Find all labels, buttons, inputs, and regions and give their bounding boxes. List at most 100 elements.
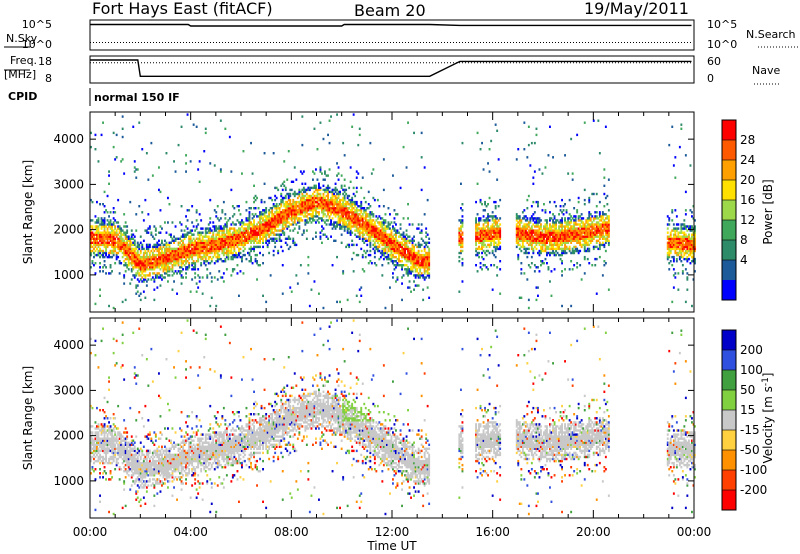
power-cell <box>420 257 423 261</box>
power-cell <box>198 233 201 236</box>
power-cell <box>274 219 277 222</box>
power-cell <box>204 257 207 261</box>
power-cell <box>185 225 187 228</box>
power-cell <box>313 198 316 202</box>
power-cell <box>304 198 307 202</box>
power-cell <box>207 262 210 265</box>
power-cell <box>526 217 529 220</box>
power-cell <box>588 231 591 234</box>
power-cell <box>117 239 120 242</box>
power-cell <box>305 209 308 212</box>
power-cell <box>284 194 287 198</box>
power-cell <box>363 227 366 230</box>
power-cell <box>552 237 554 240</box>
power-cell <box>108 253 110 257</box>
power-cell <box>373 237 376 240</box>
power-cell <box>530 247 533 251</box>
power-cell <box>527 225 530 228</box>
power-cell <box>520 272 523 275</box>
power-cell <box>248 219 251 222</box>
power-cell <box>256 223 258 226</box>
power-cell <box>247 241 249 244</box>
power-cell <box>200 255 203 259</box>
power-cell <box>478 233 480 236</box>
power-cell <box>428 241 431 244</box>
power-cell <box>390 249 393 253</box>
power-cell <box>281 223 284 226</box>
power-cell <box>591 231 594 234</box>
power-cell <box>191 249 194 253</box>
power-cell <box>349 203 352 206</box>
power-cell <box>327 190 329 194</box>
power-cell <box>565 235 568 238</box>
power-cell <box>487 227 489 230</box>
power-cell <box>124 264 127 267</box>
power-cell <box>96 243 98 247</box>
power-cell <box>601 223 604 226</box>
power-cell <box>384 247 387 251</box>
power-cell <box>145 266 148 269</box>
power-cell <box>115 133 118 137</box>
power-cell <box>210 243 213 247</box>
power-cell <box>378 233 381 236</box>
power-cell <box>595 245 598 249</box>
power-cell <box>570 227 573 230</box>
power-cell <box>290 223 293 226</box>
power-cell <box>348 186 351 190</box>
power-cell <box>339 223 341 226</box>
power-cell <box>305 229 308 232</box>
power-cell <box>402 145 405 149</box>
power-cell <box>328 207 331 210</box>
power-cell <box>567 239 570 242</box>
power-cell <box>527 231 530 234</box>
power-cell <box>405 233 408 236</box>
power-cell <box>153 225 156 228</box>
power-cell <box>272 249 275 253</box>
power-cell <box>488 215 491 218</box>
power-cell <box>417 241 420 244</box>
power-cell <box>367 221 370 224</box>
power-cell <box>475 237 477 240</box>
power-cell <box>127 264 130 267</box>
power-cell <box>547 229 550 232</box>
power-cell <box>219 227 222 230</box>
power-cell <box>395 233 397 236</box>
power-cell <box>339 227 341 230</box>
power-cell <box>274 225 277 228</box>
power-cell <box>493 233 496 236</box>
power-cell <box>126 266 129 269</box>
power-cell <box>458 260 461 263</box>
power-cell <box>176 272 178 275</box>
power-cell <box>336 192 338 196</box>
power-cell <box>358 219 361 222</box>
power-cell <box>222 235 225 238</box>
power-cell <box>287 150 290 153</box>
power-cell <box>517 241 520 244</box>
power-cell <box>417 245 420 249</box>
power-cell <box>216 227 219 230</box>
power-cell <box>132 255 135 259</box>
power-cell <box>349 221 352 224</box>
power-cell <box>334 211 337 214</box>
power-cell <box>135 229 138 232</box>
power-cell <box>106 235 109 238</box>
power-cell <box>281 217 284 220</box>
power-cell <box>222 237 225 240</box>
power-cell <box>183 235 186 238</box>
power-cell <box>259 235 261 238</box>
power-cell <box>269 225 272 228</box>
power-cell <box>204 245 207 249</box>
power-cell <box>138 274 141 277</box>
power-cell <box>579 215 582 218</box>
power-cell <box>607 231 610 234</box>
power-cell <box>583 121 586 124</box>
power-cell <box>132 253 135 257</box>
power-cell <box>475 239 477 242</box>
power-cell <box>384 233 387 236</box>
power-cell <box>401 268 403 271</box>
power-cell <box>99 231 101 234</box>
power-cell <box>604 221 607 224</box>
power-cell <box>351 239 354 242</box>
power-cell <box>168 268 171 271</box>
power-cell <box>573 223 576 226</box>
